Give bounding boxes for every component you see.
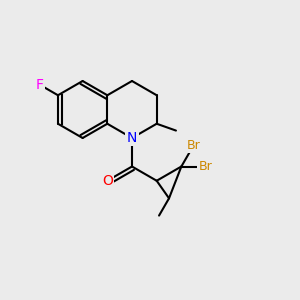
- Text: O: O: [102, 174, 113, 188]
- Text: Br: Br: [187, 139, 200, 152]
- Text: Br: Br: [199, 160, 212, 173]
- Text: N: N: [127, 131, 137, 145]
- Text: F: F: [35, 78, 44, 92]
